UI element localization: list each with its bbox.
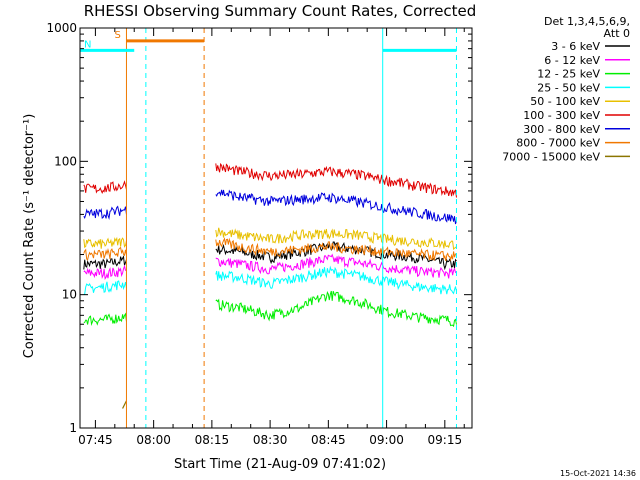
x-tick-label: 08:30 [253, 433, 288, 447]
series-4-trace-1 [83, 280, 127, 295]
series-7-trace-2 [215, 189, 457, 225]
x-tick-label: 08:45 [311, 433, 346, 447]
legend-entry-label: 100 - 300 keV [523, 109, 600, 122]
legend-entry-label: 3 - 6 keV [551, 40, 600, 53]
x-tick-label: 09:00 [369, 433, 404, 447]
legend-entry-label: 800 - 7000 keV [516, 137, 600, 150]
legend-entry-label: 7000 - 15000 keV [502, 150, 600, 163]
series-6-trace-2 [215, 162, 457, 198]
series-8-trace-2 [215, 237, 457, 262]
x-tick-label: 07:45 [78, 433, 113, 447]
legend-entry-label: 12 - 25 keV [537, 68, 600, 81]
y-tick-label: 10 [62, 288, 77, 302]
plot-timestamp: 15-Oct-2021 14:36 [560, 469, 636, 478]
x-tick-label: 08:00 [136, 433, 171, 447]
series-5-trace-2 [215, 227, 457, 251]
y-tick-label: 1000 [46, 21, 77, 35]
series-1-trace-2 [215, 241, 457, 271]
legend-header-line: Det 1,3,4,5,6,9, [544, 15, 630, 28]
series-5-trace-1 [83, 236, 127, 249]
chart-title: RHESSI Observing Summary Count Rates, Co… [84, 2, 477, 20]
legend-header-line: Att 0 [604, 27, 630, 40]
series-6 [83, 162, 457, 198]
x-tick-label: 08:15 [195, 433, 230, 447]
series-1 [83, 241, 457, 271]
series-3-trace-1 [83, 312, 127, 327]
series-9 [122, 400, 127, 409]
flag-label-2: N [84, 39, 91, 50]
flag-label-1: S [114, 30, 120, 41]
y-axis-label: Corrected Count Rate (s⁻¹ detector⁻¹) [22, 114, 37, 359]
series-7-trace-1 [83, 205, 127, 221]
axes: 1 10 100 1000 07:45 08:00 08:15 08:30 08:45 09:00… [46, 21, 473, 447]
series-3 [83, 290, 457, 328]
x-axis-label: Start Time (21-Aug-09 07:41:02) [174, 457, 386, 472]
series-7 [83, 189, 457, 225]
legend-entry-label: 300 - 800 keV [523, 123, 600, 136]
series-8 [83, 237, 457, 262]
series-9-line [122, 400, 127, 409]
legend-entry-label: 6 - 12 keV [544, 54, 600, 67]
plot-area: SN [79, 28, 457, 428]
legend-entry-label: 50 - 100 keV [530, 95, 600, 108]
x-tick-label: 09:15 [428, 433, 463, 447]
series-4 [83, 265, 457, 295]
series-8-trace-1 [83, 246, 127, 261]
series-3-trace-2 [215, 290, 457, 328]
y-tick-label: 1 [69, 421, 77, 435]
series-5 [83, 227, 457, 251]
series-2-trace-1 [83, 264, 127, 281]
series-6-trace-1 [83, 180, 127, 195]
series-1-trace-1 [83, 255, 127, 270]
plot-frame [79, 27, 473, 429]
y-tick-label: 100 [54, 154, 77, 168]
series-2 [83, 253, 457, 281]
legend-entry-label: 25 - 50 keV [537, 81, 600, 94]
series-2-trace-2 [215, 253, 457, 279]
series-4-trace-2 [215, 265, 457, 295]
